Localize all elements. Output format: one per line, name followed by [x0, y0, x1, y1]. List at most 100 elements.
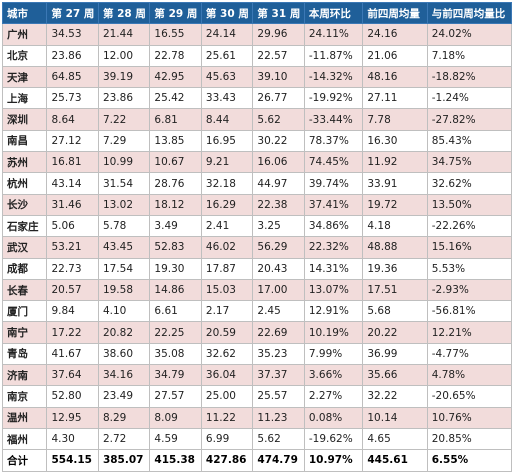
- four-week-avg-cell: 21.06: [362, 44, 428, 67]
- city-cell: 南宁: [1, 321, 48, 344]
- week-28-cell: 20.82: [97, 321, 151, 344]
- week-28-cell: 13.02: [97, 193, 151, 216]
- wow-change-cell: 37.41%: [303, 193, 364, 216]
- week-29-cell: 6.61: [149, 300, 202, 323]
- wow-change-cell: 12.91%: [303, 300, 364, 323]
- week-30-cell: 17.87: [200, 257, 254, 280]
- vs-avg-change-cell: -18.82%: [426, 65, 513, 89]
- week-27-cell: 27.12: [46, 129, 99, 153]
- city-cell: 北京: [1, 44, 48, 67]
- week-27-cell: 34.53: [46, 23, 99, 46]
- week-31-cell: 22.69: [252, 321, 305, 344]
- week-28-cell: 19.58: [97, 278, 151, 302]
- week-29-cell: 8.09: [149, 406, 202, 429]
- week-28-cell: 8.29: [97, 406, 151, 429]
- city-cell: 福州: [1, 427, 48, 451]
- header-row: 城市 第 27 周 第 28 周 第 29 周 第 30 周 第 31 周 本周…: [1, 1, 513, 25]
- week-27-cell: 12.95: [46, 406, 99, 429]
- vs-avg-change-cell: 20.85%: [426, 427, 513, 451]
- week-31-cell: 56.29: [252, 236, 305, 259]
- table-row: 天津 64.85 39.19 42.95 45.63 39.10 -14.32% 48.16-…: [1, 65, 513, 89]
- week-27-cell: 41.67: [46, 342, 99, 366]
- wow-change-cell: 22.32%: [303, 236, 364, 259]
- city-cell: 苏州: [1, 151, 48, 174]
- week-27-cell: 31.46: [46, 193, 99, 216]
- week-29-cell: 42.95: [149, 65, 202, 89]
- city-cell: 青岛: [1, 342, 48, 366]
- table-row: 成都 22.73 17.54 19.30 17.87 20.43 14.31% 19.36 5.…: [1, 257, 513, 280]
- week-28-cell: 5.78: [97, 214, 151, 238]
- city-cell: 成都: [1, 257, 48, 280]
- four-week-avg-cell: 20.22: [362, 321, 428, 344]
- week-30-cell: 20.59: [200, 321, 254, 344]
- four-week-avg-cell: 4.18: [362, 214, 428, 238]
- week-28-cell: 7.22: [97, 108, 151, 131]
- week-27-cell: 16.81: [46, 151, 99, 174]
- header-week-28: 第 28 周: [97, 1, 151, 25]
- four-week-avg-cell: 11.92: [362, 151, 428, 174]
- table-row: 福州 4.30 2.72 4.59 6.99 5.62 -19.62% 4.65 20.85%: [1, 427, 513, 451]
- city-cell: 南京: [1, 385, 48, 408]
- week-29-cell: 19.30: [149, 257, 202, 280]
- week-30-cell: 46.02: [200, 236, 254, 259]
- vs-avg-change-cell: 12.21%: [426, 321, 513, 344]
- week-28-cell: 7.29: [97, 129, 151, 153]
- header-week-29: 第 29 周: [149, 1, 202, 25]
- four-week-avg-cell: 5.68: [362, 300, 428, 323]
- week-30-cell: 2.17: [200, 300, 254, 323]
- week-31-cell: 16.06: [252, 151, 305, 174]
- wow-change-cell: 78.37%: [303, 129, 364, 153]
- wow-change-cell: 34.86%: [303, 214, 364, 238]
- week-27-cell: 43.14: [46, 172, 99, 195]
- week-31-cell: 2.45: [252, 300, 305, 323]
- week-30-cell: 25.61: [200, 44, 254, 67]
- header-week-30: 第 30 周: [200, 1, 254, 25]
- week-29-cell: 14.86: [149, 278, 202, 302]
- week-29-cell: 22.78: [149, 44, 202, 67]
- table-row: 深圳 8.64 7.22 6.81 8.44 5.62 -33.44% 7.78 -27.82%: [1, 108, 513, 131]
- table-row: 厦门 9.84 4.10 6.61 2.17 2.45 12.91% 5.68 -56.81%: [1, 300, 513, 323]
- week-31-cell: 25.57: [252, 385, 305, 408]
- table-row: 温州 12.95 8.29 8.09 11.22 11.23 0.08% 10.14 10.76…: [1, 406, 513, 429]
- table-row: 武汉 53.21 43.45 52.83 46.02 56.29 22.32% 48.88 15…: [1, 236, 513, 259]
- vs-avg-change-cell: -27.82%: [426, 108, 513, 131]
- four-week-avg-cell: 4.65: [362, 427, 428, 451]
- wow-change-cell: -19.62%: [303, 427, 364, 451]
- vs-avg-change-cell: 13.50%: [426, 193, 513, 216]
- week-31-cell: 3.25: [252, 214, 305, 238]
- four-week-avg-cell: 36.99: [362, 342, 428, 366]
- vs-avg-change-cell: -4.77%: [426, 342, 513, 366]
- week-30-cell: 16.95: [200, 129, 254, 153]
- week-30-cell: 45.63: [200, 65, 254, 89]
- week-28-cell: 34.16: [97, 364, 151, 387]
- week-30-cell: 25.00: [200, 385, 254, 408]
- week-29-cell: 16.55: [149, 23, 202, 46]
- week-28-cell: 17.54: [97, 257, 151, 280]
- city-cell: 上海: [1, 87, 48, 110]
- table-row: 南昌 27.12 7.29 13.85 16.95 30.22 78.37% 16.30 85.…: [1, 129, 513, 153]
- four-week-avg-cell: 19.36: [362, 257, 428, 280]
- week-31-cell: 20.43: [252, 257, 305, 280]
- week-27-cell: 53.21: [46, 236, 99, 259]
- wow-change-cell: -19.92%: [303, 87, 364, 110]
- four-week-avg-cell: 10.14: [362, 406, 428, 429]
- week-27-cell: 9.84: [46, 300, 99, 323]
- week-28-cell: 31.54: [97, 172, 151, 195]
- wow-change-cell: 14.31%: [303, 257, 364, 280]
- week-29-cell: 3.49: [149, 214, 202, 238]
- vs-avg-change-cell: 10.76%: [426, 406, 513, 429]
- table-row: 石家庄 5.06 5.78 3.49 2.41 3.25 34.86% 4.18 -22.26%: [1, 214, 513, 238]
- week-31-cell: 22.57: [252, 44, 305, 67]
- city-cell: 南昌: [1, 129, 48, 153]
- wow-change-cell: -14.32%: [303, 65, 364, 89]
- week-30-cell: 2.41: [200, 214, 254, 238]
- week-29-cell: 4.59: [149, 427, 202, 451]
- header-four-week-avg: 前四周均量: [362, 1, 428, 25]
- week-31-cell: 26.77: [252, 87, 305, 110]
- week-28-cell: 2.72: [97, 427, 151, 451]
- week-31-cell: 39.10: [252, 65, 305, 89]
- week-28-cell: 21.44: [97, 23, 151, 46]
- four-week-avg-cell: 17.51: [362, 278, 428, 302]
- week-27-cell: 37.64: [46, 364, 99, 387]
- week-31-cell: 37.37: [252, 364, 305, 387]
